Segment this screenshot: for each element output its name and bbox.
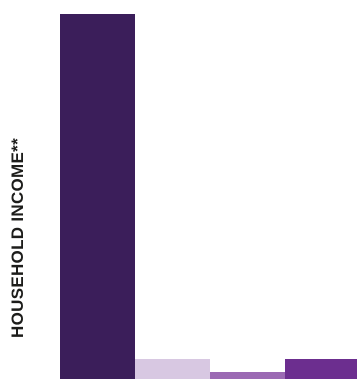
bar-3 — [210, 372, 285, 379]
bar-4 — [285, 359, 357, 379]
bar-2 — [135, 359, 210, 379]
bar-1 — [60, 14, 135, 379]
y-axis-label: HOUSEHOLD INCOME** — [8, 138, 27, 338]
bars-group — [60, 14, 357, 379]
